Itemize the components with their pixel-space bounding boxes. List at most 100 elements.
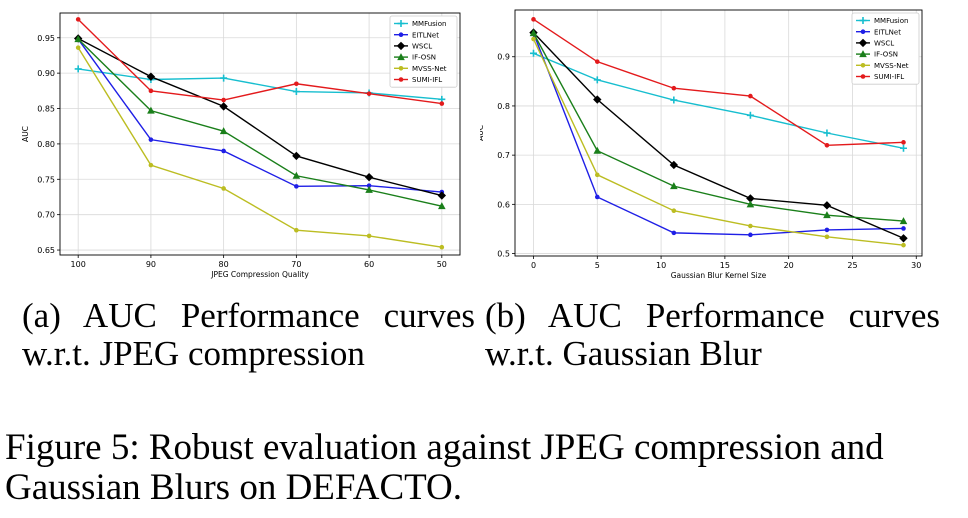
jpeg-x-tick-label: 50 — [437, 260, 447, 269]
jpeg-point-sumi-ifl — [221, 97, 226, 103]
blur-point-wscl — [593, 95, 602, 104]
jpeg-y-axis-label: AUC — [21, 126, 30, 142]
blur-point-sumi-ifl — [824, 143, 830, 148]
blur-point-mvss-net — [748, 223, 753, 229]
jpeg-plot-frame — [59, 12, 461, 256]
blur-line-mvss-net — [532, 38, 904, 246]
blur-point-mvss-net — [671, 208, 677, 214]
blur-y-tick-label: 0.9 — [497, 53, 510, 62]
jpeg-y-tick-label: 0.85 — [37, 105, 55, 114]
blur-series-sumi-ifl — [531, 17, 906, 148]
jpeg-line-sumi-ifl — [77, 18, 442, 105]
jpeg-point-wscl — [437, 191, 447, 200]
jpeg-point-sumi-ifl — [439, 101, 445, 106]
blur-x-tick-label: 0 — [531, 261, 536, 270]
blur-point-mmfusion — [530, 49, 537, 57]
jpeg-x-tick-label: 70 — [291, 260, 301, 269]
blur-legend-box — [851, 12, 920, 85]
jpeg-point-sumi-ifl — [294, 81, 299, 87]
blur-point-eitlnet — [901, 226, 906, 231]
jpeg-legend-marker-mmfusion — [397, 20, 405, 27]
jpeg-point-sumi-ifl — [366, 91, 372, 96]
chart-panel-blur: 0 5 10 15 20 25 30 0.5 0.6 0.7 0.8 0.9 Gaussian Blur… — [476, 0, 968, 290]
figure-caption: Figure 5: Robust evaluation against JPEG… — [5, 427, 884, 508]
blur-legend: MMFusion EITLNet WSCL IF-OSN MVSS-Net SUMI-IF… — [851, 12, 920, 85]
jpeg-point-mvss-net — [221, 186, 226, 191]
jpeg-point-mvss-net — [75, 45, 81, 50]
blur-x-tick-label: 20 — [784, 261, 794, 270]
blur-legend-marker-sumi-ifl — [860, 74, 866, 79]
jpeg-line-eitlnet — [77, 38, 442, 193]
jpeg-y-tick-label: 0.75 — [37, 175, 55, 184]
jpeg-point-eitlnet — [294, 184, 299, 189]
blur-x-tick-label: 5 — [595, 261, 600, 270]
blur-y-axis-label: AUC — [480, 125, 485, 141]
jpeg-y-tick-label: 0.80 — [37, 140, 55, 149]
jpeg-x-tick-label: 60 — [364, 260, 374, 269]
jpeg-legend-box — [389, 15, 458, 88]
blur-x-axis-label: Gaussian Blur Kernel Size — [671, 271, 767, 280]
blur-x-tick-label: 15 — [720, 261, 730, 270]
jpeg-line-wscl — [77, 37, 442, 197]
jpeg-series-eitlnet — [75, 36, 445, 195]
jpeg-legend-label-if-osn: IF-OSN — [412, 54, 436, 62]
jpeg-point-mvss-net — [148, 162, 154, 168]
jpeg-line-mmfusion — [78, 68, 442, 101]
blur-point-if-osn — [529, 29, 538, 37]
blur-line-sumi-ifl — [533, 18, 904, 147]
jpeg-point-mmfusion — [292, 88, 300, 96]
jpeg-legend-label-wscl: WSCL — [412, 43, 432, 51]
jpeg-point-if-osn — [438, 202, 446, 210]
jpeg-legend-marker-if-osn — [397, 53, 405, 61]
panel-a-caption: (a) AUC Performance curves w.r.t. JPEG c… — [22, 296, 475, 373]
jpeg-point-wscl — [364, 172, 374, 182]
jpeg-point-if-osn — [74, 35, 82, 43]
blur-series-eitlnet — [531, 30, 906, 238]
blur-point-eitlnet — [748, 232, 753, 238]
blur-point-sumi-ifl — [531, 17, 536, 22]
blur-point-mvss-net — [901, 242, 906, 248]
blur-series-wscl — [529, 28, 908, 243]
blur-plot-frame — [514, 9, 923, 257]
blur-x-tick-label: 25 — [847, 261, 857, 270]
jpeg-legend-label-sumi-ifl: SUMI-IFL — [412, 76, 442, 84]
jpeg-point-mmfusion — [74, 65, 82, 73]
blur-point-sumi-ifl — [901, 140, 906, 145]
jpeg-point-wscl — [146, 72, 156, 81]
jpeg-line-if-osn — [77, 38, 442, 207]
jpeg-legend-label-mmfusion: MMFusion — [412, 20, 446, 28]
blur-point-mmfusion — [593, 76, 601, 84]
blur-point-if-osn — [899, 217, 908, 225]
jpeg-point-if-osn — [365, 185, 373, 193]
blur-legend-marker-mvss-net — [860, 63, 866, 68]
jpeg-point-sumi-ifl — [75, 17, 81, 22]
blur-point-eitlnet — [594, 194, 600, 200]
blur-point-mvss-net — [531, 36, 536, 42]
jpeg-series-mvss-net — [75, 45, 445, 250]
jpeg-point-if-osn — [219, 127, 228, 135]
jpeg-x-tick-label: 100 — [71, 260, 86, 269]
blur-y-tick-label: 0.6 — [497, 200, 510, 209]
blur-auc-chart: 0 5 10 15 20 25 30 0.5 0.6 0.7 0.8 0.9 Gaussian Blur… — [476, 9, 923, 280]
blur-point-mmfusion — [670, 96, 678, 104]
jpeg-y-tick-label: 0.90 — [37, 69, 55, 78]
blur-x-tick-label: 10 — [656, 261, 666, 270]
jpeg-line-mvss-net — [77, 47, 442, 248]
jpeg-y-tick-label: 0.70 — [37, 211, 55, 220]
blur-point-wscl — [822, 201, 832, 210]
jpeg-point-mvss-net — [439, 244, 445, 250]
blur-legend-marker-if-osn — [859, 50, 867, 58]
jpeg-legend-marker-mvss-net — [398, 66, 404, 71]
blur-legend-marker-wscl — [858, 38, 868, 48]
jpeg-legend-label-mvss-net: MVSS-Net — [412, 65, 447, 73]
blur-legend-label-wscl: WSCL — [874, 40, 894, 48]
blur-point-mmfusion — [823, 129, 831, 137]
blur-legend-label-sumi-ifl: SUMI-IFL — [874, 73, 904, 81]
jpeg-point-mvss-net — [294, 227, 299, 233]
blur-point-sumi-ifl — [594, 59, 600, 64]
blur-legend-label-mmfusion: MMFusion — [874, 17, 908, 25]
jpeg-auc-chart: 100 90 80 70 60 50 0.65 0.70 0.75 0.80 0.85 0.90 0.9… — [21, 12, 461, 279]
jpeg-legend-label-eitlnet: EITLNet — [412, 31, 439, 39]
jpeg-point-mmfusion — [220, 74, 228, 82]
chart-panel-jpeg: 100 90 80 70 60 50 0.65 0.70 0.75 0.80 0.85 0.90 0.9… — [0, 0, 480, 290]
